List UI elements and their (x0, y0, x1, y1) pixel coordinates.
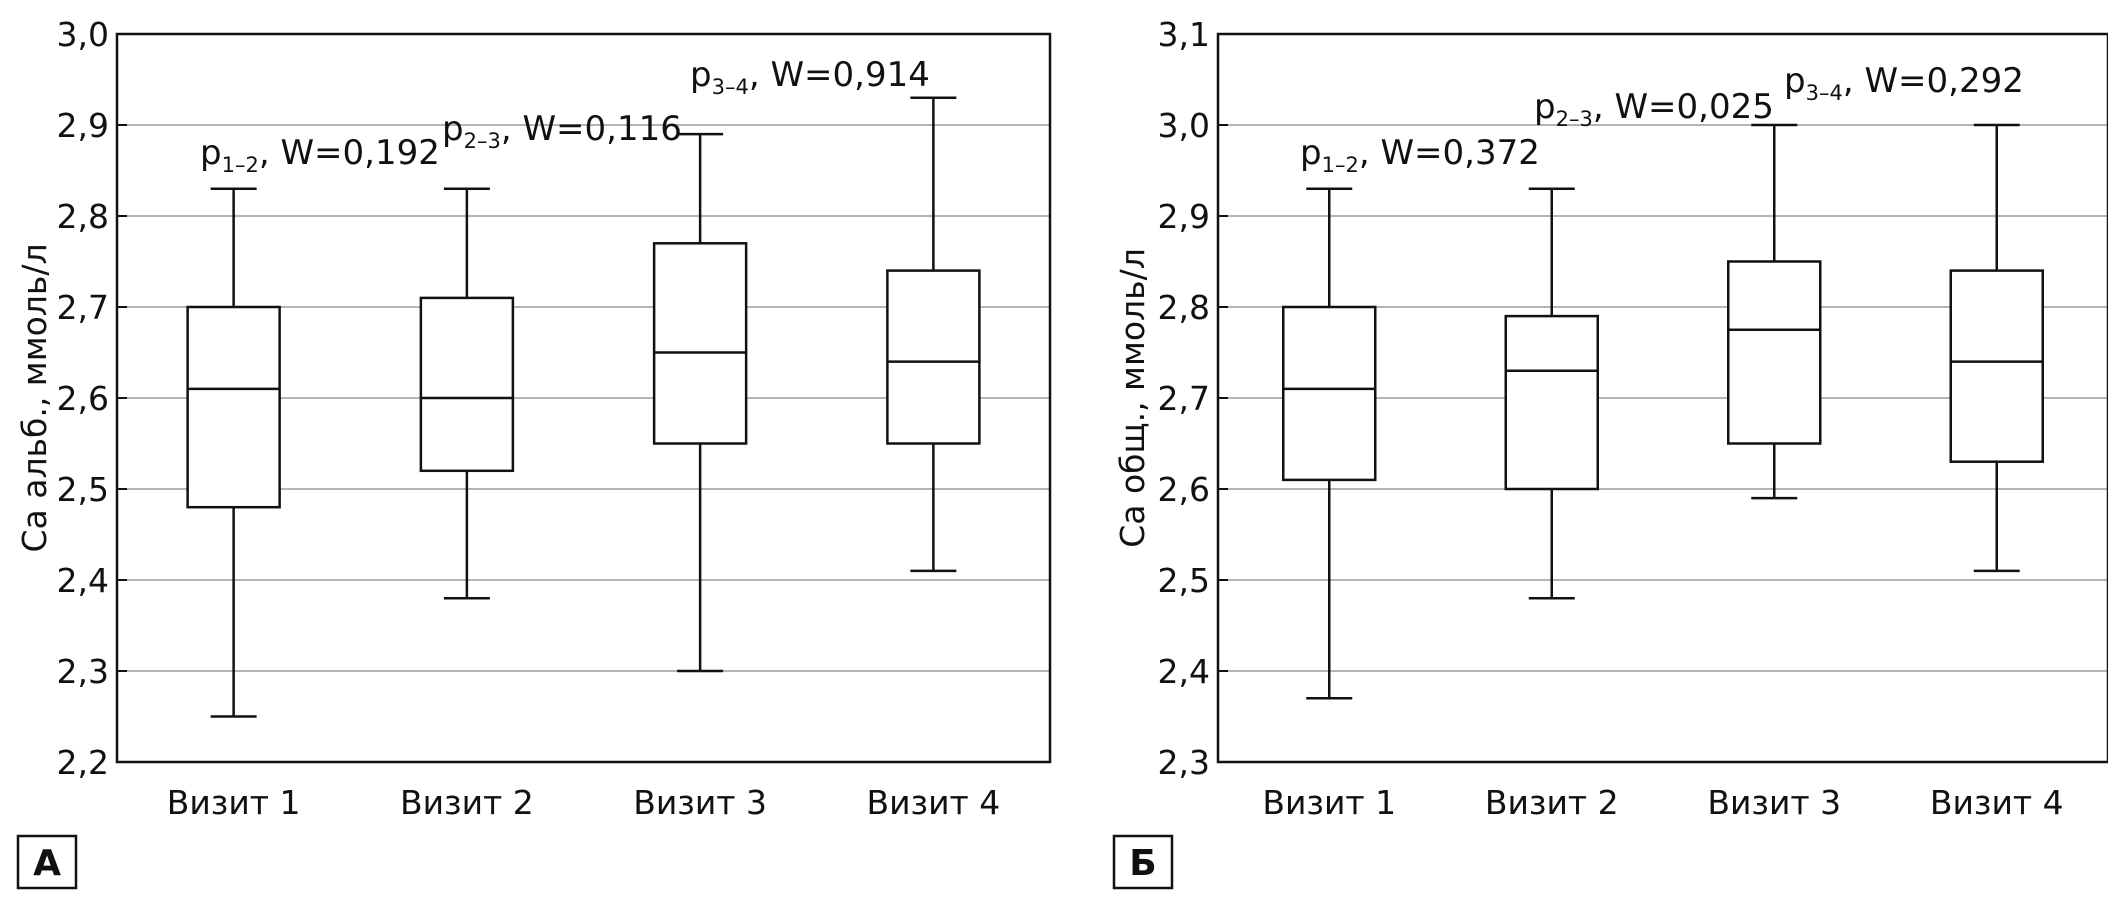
y-tick-label: 2,5 (1158, 561, 1210, 600)
annotation-value: , W=0,116 (501, 109, 682, 149)
y-tick-label: 2,8 (57, 197, 109, 236)
y-tick-label: 3,1 (1158, 15, 1210, 54)
annotation-value: , W=0,914 (749, 55, 930, 95)
y-tick-label: 3,0 (1158, 106, 1210, 145)
box-4 (886, 96, 981, 573)
iqr-box (886, 269, 981, 445)
annotation-3: p3–4, W=0,292 (1784, 61, 2024, 105)
y-tick-label: 2,4 (57, 561, 109, 600)
iqr-box (1504, 314, 1599, 491)
y-tick-label: 2,6 (1158, 470, 1210, 509)
x-category-label: Визит 3 (1707, 783, 1841, 822)
x-category-label: Визит 2 (400, 783, 534, 822)
annotation-2: p2–3, W=0,116 (442, 109, 682, 153)
annotation-subscript: 3–4 (712, 75, 749, 99)
iqr-box (1949, 269, 2044, 463)
y-tick-label: 2,9 (57, 106, 109, 145)
y-axis-label: Са альб., ммоль/л (15, 243, 54, 552)
annotation-p: p (1534, 87, 1556, 127)
y-tick-label: 2,8 (1158, 288, 1210, 327)
box-1 (1282, 187, 1377, 700)
iqr-box (1282, 305, 1377, 482)
annotation-p: p (442, 109, 464, 149)
annotation-p: p (690, 55, 712, 95)
box-2 (419, 187, 515, 600)
panel-1: 2,2 2,3 2,4 2,5 2,6 2,7 2,8 2,9 3,0 Визит 1 Визит … (15, 15, 1052, 890)
annotation-2: p2–3, W=0,025 (1534, 87, 1774, 131)
x-category-label: Визит 2 (1485, 783, 1619, 822)
plot-frame (115, 32, 1052, 764)
annotation-value: , W=0,192 (259, 133, 440, 173)
annotation-p: p (200, 133, 222, 173)
panel-2: 2,3 2,4 2,5 2,6 2,7 2,8 2,9 3,0 3,1 Визит 1 Визит … (1112, 15, 2108, 890)
annotation-value: , W=0,025 (1593, 87, 1774, 127)
box-1 (186, 187, 281, 718)
y-tick-label: 2,7 (1158, 379, 1210, 418)
y-tick-label: 3,0 (57, 15, 109, 54)
x-category-label: Визит 1 (167, 783, 301, 822)
y-tick-label: 2,6 (57, 379, 109, 418)
iqr-box (1727, 260, 1822, 445)
panel-letter-box (16, 834, 78, 890)
y-axis-label: Са общ., ммоль/л (1113, 248, 1152, 548)
panel-letter: Б (1129, 843, 1156, 884)
y-tick-label: 2,2 (57, 743, 109, 782)
x-category-label: Визит 4 (866, 783, 1000, 822)
x-category-label: Визит 3 (633, 783, 767, 822)
y-tick-label: 2,3 (57, 652, 109, 691)
iqr-box (419, 296, 515, 473)
y-tick-label: 2,9 (1158, 197, 1210, 236)
annotation-3: p3–4, W=0,914 (690, 55, 930, 99)
annotation-subscript: 1–2 (222, 153, 259, 177)
y-tick-label: 2,4 (1158, 652, 1210, 691)
annotation-subscript: 2–3 (464, 129, 501, 153)
y-tick-label: 2,7 (57, 288, 109, 327)
annotation-p: p (1300, 133, 1322, 173)
annotation-value: , W=0,292 (1843, 61, 2024, 101)
iqr-box (652, 242, 748, 445)
x-category-label: Визит 1 (1262, 783, 1396, 822)
box-3 (1727, 123, 1822, 500)
iqr-box (186, 305, 281, 509)
y-tick-label: 2,5 (57, 470, 109, 509)
panel-letter: А (33, 843, 61, 884)
panel-letter-box (1112, 834, 1174, 890)
annotation-1: p1–2, W=0,192 (200, 133, 440, 177)
plot-frame (1216, 32, 2108, 764)
annotation-1: p1–2, W=0,372 (1300, 133, 1540, 177)
y-tick-label: 2,3 (1158, 743, 1210, 782)
box-2 (1504, 187, 1599, 600)
annotation-subscript: 1–2 (1322, 153, 1359, 177)
annotation-subscript: 3–4 (1806, 81, 1843, 105)
box-3 (652, 132, 748, 673)
annotation-subscript: 2–3 (1556, 107, 1593, 131)
annotation-p: p (1784, 61, 1806, 101)
x-category-label: Визит 4 (1930, 783, 2064, 822)
annotation-value: , W=0,372 (1359, 133, 1540, 173)
box-4 (1949, 123, 2044, 573)
